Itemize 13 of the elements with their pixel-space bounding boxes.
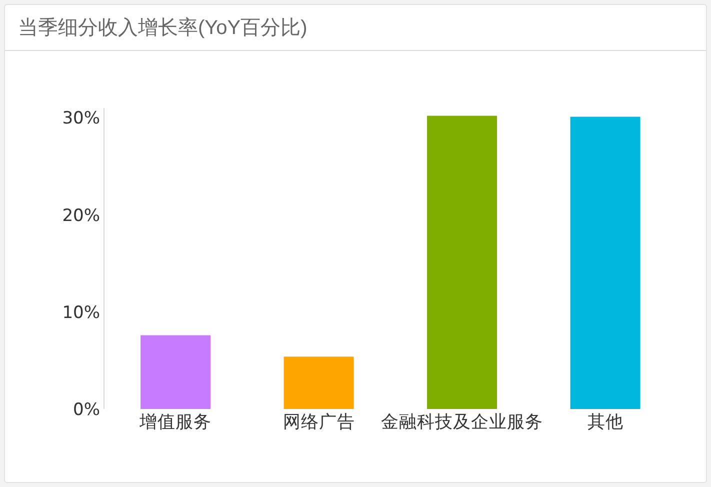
y-tick-label: 20% [62, 206, 100, 226]
chart-title: 当季细分收入增长率(YoY百分比) [5, 5, 706, 51]
bar [427, 116, 498, 409]
bar [284, 356, 354, 409]
bar [570, 116, 640, 409]
bar [140, 335, 211, 409]
y-tick-label: 30% [62, 108, 100, 129]
y-tick-label: 0% [73, 400, 100, 420]
x-tick-label: 金融科技及企业服务 [381, 411, 544, 432]
x-tick-label: 增值服务 [138, 411, 212, 432]
y-tick-label: 10% [62, 302, 100, 323]
x-tick-label: 网络广告 [282, 411, 355, 432]
x-tick-label: 其他 [587, 411, 624, 432]
